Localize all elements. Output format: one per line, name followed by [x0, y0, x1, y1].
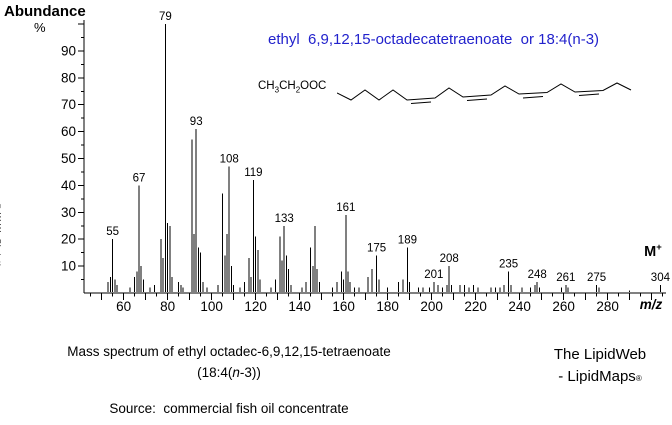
- y-tick-label: 10: [61, 259, 76, 274]
- x-tick-label: 220: [464, 299, 487, 314]
- peak-label: 235: [499, 258, 518, 270]
- peak-label: 79: [159, 11, 172, 23]
- x-tick-label: 240: [508, 299, 531, 314]
- double-bond-2: [466, 98, 488, 101]
- structure-skeleton-drawing: [337, 82, 632, 104]
- source-line: Source: commercial fish oil concentrate: [109, 401, 349, 416]
- x-tick-label: 280: [596, 299, 619, 314]
- peak-label: 189: [398, 234, 417, 246]
- peak-label: 201: [424, 269, 443, 281]
- peak-label: 161: [336, 202, 355, 214]
- x-tick-label: 120: [244, 299, 267, 314]
- x-tick-label: 260: [552, 299, 575, 314]
- y-tick-label: 60: [61, 124, 76, 139]
- x-tick-label: 140: [288, 299, 311, 314]
- peak-label: 275: [587, 272, 606, 284]
- peak-label: 119: [244, 167, 262, 179]
- carbon-chain: [337, 82, 632, 101]
- credits-line-2: - LipidMaps®: [558, 368, 642, 385]
- peak-label: 55: [106, 226, 119, 238]
- peak-label: 304: [651, 272, 671, 284]
- y-tick-label: 70: [61, 97, 76, 112]
- compound-title: ethyl 6,9,12,15-octadecatetraenoate or 1…: [268, 31, 600, 48]
- double-bond-4: [578, 93, 600, 96]
- mass-spectrum-plot: 10 20 30 40 50 60 70 80 90 60 80 100 120 140 160 180 200…: [61, 11, 671, 314]
- y-axis-unit: %: [34, 20, 46, 35]
- peak-label: 93: [190, 116, 203, 128]
- y-axis-title: Abundance: [4, 3, 86, 20]
- y-tick-label: 80: [61, 70, 76, 85]
- y-tick-label: 30: [61, 205, 76, 220]
- peak-label: 67: [133, 172, 146, 184]
- x-tick-label: 200: [420, 299, 443, 314]
- peak-label: 208: [440, 253, 459, 265]
- caption-line-2: (18:4(n-3)): [197, 365, 261, 380]
- x-tick-label: 100: [200, 299, 223, 314]
- x-axis-label: m/z: [639, 297, 663, 312]
- credits-line-1: The LipidWeb: [553, 346, 647, 363]
- y-tick-label: 50: [61, 151, 76, 166]
- peak-label: 108: [220, 154, 239, 166]
- peak-label: 261: [556, 272, 575, 284]
- y-tick-label: 20: [61, 232, 76, 247]
- x-tick-label: 80: [160, 299, 175, 314]
- x-tick-label: 160: [332, 299, 355, 314]
- credits-block: The LipidWeb - LipidMaps®: [530, 344, 670, 390]
- molecular-ion-label: M+: [644, 242, 662, 260]
- double-bond-1: [410, 101, 432, 104]
- y-tick-label: 90: [61, 43, 76, 58]
- caption-line-1: Mass spectrum of ethyl octadec-6,9,12,15…: [67, 344, 391, 359]
- x-tick-label: 60: [116, 299, 131, 314]
- structure-formula-text: CH3CH2OOC: [258, 80, 327, 95]
- double-bond-3: [522, 96, 544, 99]
- figure-caption: Mass spectrum of ethyl octadec-6,9,12,15…: [0, 341, 458, 383]
- peak-label: 175: [367, 242, 386, 254]
- y-tick-label: 40: [61, 178, 76, 193]
- peak-label: 133: [275, 213, 294, 225]
- copyright-watermark: © W.W. Christie: [0, 203, 3, 272]
- x-tick-label: 180: [376, 299, 399, 314]
- peak-label: 248: [528, 269, 547, 281]
